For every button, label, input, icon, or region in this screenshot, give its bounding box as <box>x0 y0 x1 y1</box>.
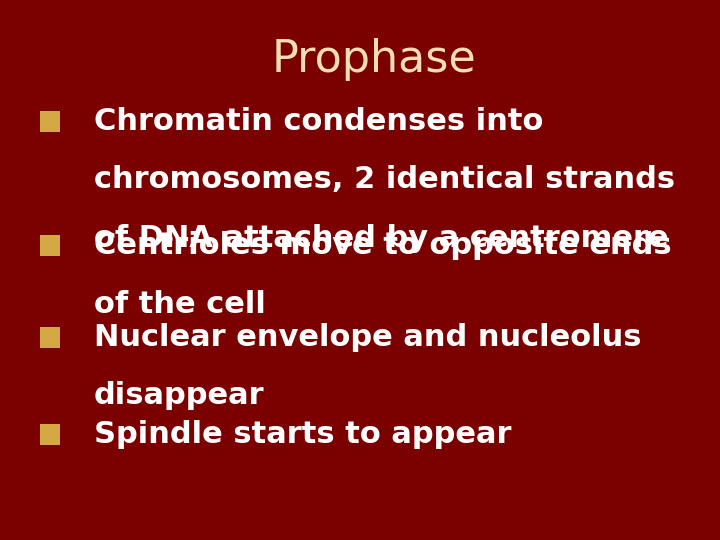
Text: disappear: disappear <box>94 381 264 410</box>
Text: Nuclear envelope and nucleolus: Nuclear envelope and nucleolus <box>94 323 641 352</box>
Bar <box>40 424 60 445</box>
Text: Chromatin condenses into: Chromatin condenses into <box>94 107 543 136</box>
Bar <box>40 111 60 132</box>
Text: chromosomes, 2 identical strands: chromosomes, 2 identical strands <box>94 165 675 194</box>
Text: Centrioles move to opposite ends: Centrioles move to opposite ends <box>94 231 671 260</box>
Bar <box>40 235 60 256</box>
Text: of DNA attached by a centromere: of DNA attached by a centromere <box>94 224 668 253</box>
Text: Prophase: Prophase <box>272 38 477 81</box>
Bar <box>40 327 60 348</box>
Text: of the cell: of the cell <box>94 289 266 319</box>
Text: Spindle starts to appear: Spindle starts to appear <box>94 420 511 449</box>
